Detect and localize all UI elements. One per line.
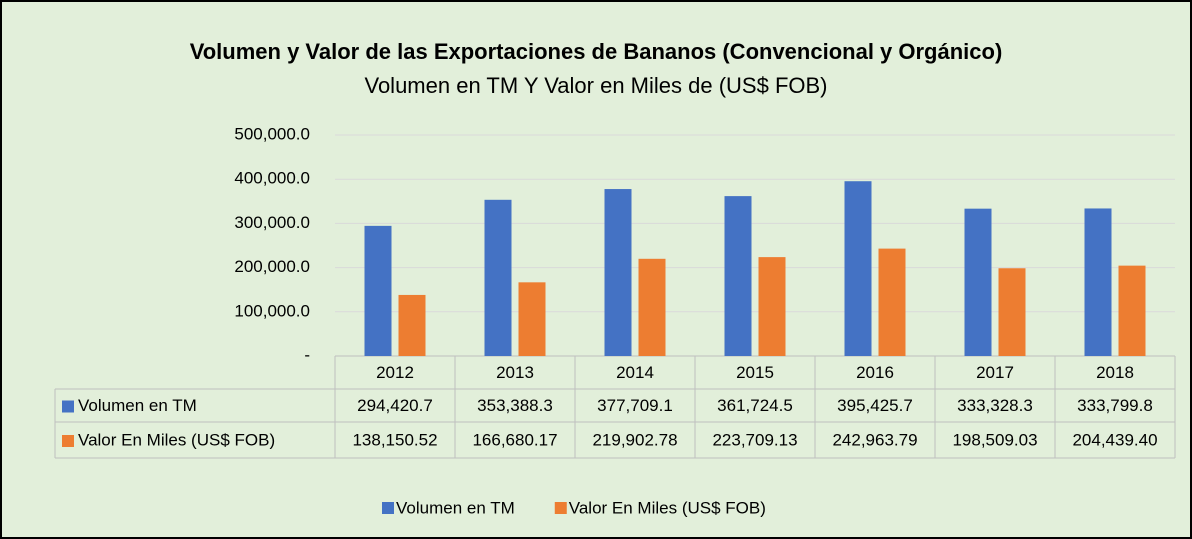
legend-key (62, 435, 74, 447)
y-tick-label: 100,000.0 (234, 301, 310, 320)
table-value: 198,509.03 (952, 430, 1037, 449)
bar (878, 248, 906, 356)
bar (484, 199, 512, 356)
table-value: 333,328.3 (957, 396, 1033, 415)
x-tick-label: 2012 (376, 363, 414, 382)
bar (964, 208, 992, 356)
table-row-label: Volumen en TM (78, 396, 197, 415)
table-value: 204,439.40 (1072, 430, 1157, 449)
legend-label: Volumen en TM (396, 498, 515, 517)
bar (364, 225, 392, 356)
table-value: 361,724.5 (717, 396, 793, 415)
bar (724, 196, 752, 356)
y-tick-label: - (304, 345, 310, 364)
table-value: 377,709.1 (597, 396, 673, 415)
x-tick-label: 2018 (1096, 363, 1134, 382)
y-tick-label: 300,000.0 (234, 213, 310, 232)
bar (398, 294, 426, 356)
legend-label: Valor En Miles (US$ FOB) (569, 498, 766, 517)
table-value: 138,150.52 (352, 430, 437, 449)
table-value: 294,420.7 (357, 396, 433, 415)
y-tick-label: 500,000.0 (234, 124, 310, 143)
table-value: 333,799.8 (1077, 396, 1153, 415)
bar (998, 268, 1026, 356)
table-row-label: Valor En Miles (US$ FOB) (78, 430, 275, 449)
table-value: 242,963.79 (832, 430, 917, 449)
bar (638, 258, 666, 356)
y-tick-label: 200,000.0 (234, 257, 310, 276)
legend-key (62, 400, 74, 413)
bar (604, 189, 632, 356)
x-tick-label: 2017 (976, 363, 1014, 382)
bar (844, 181, 872, 356)
chart-title: Volumen y Valor de las Exportaciones de … (190, 39, 1003, 64)
table-value: 219,902.78 (592, 430, 677, 449)
table-value: 395,425.7 (837, 396, 913, 415)
bar (518, 282, 546, 356)
table-value: 166,680.17 (472, 430, 557, 449)
legend-key (382, 502, 394, 514)
chart-subtitle: Volumen en TM Y Valor en Miles de (US$ F… (364, 73, 827, 98)
x-tick-label: 2016 (856, 363, 894, 382)
bar (758, 257, 786, 356)
bar (1084, 208, 1112, 356)
x-tick-label: 2015 (736, 363, 774, 382)
bar (1118, 265, 1146, 356)
legend-key (554, 502, 567, 514)
y-tick-label: 400,000.0 (234, 169, 310, 188)
x-tick-label: 2013 (496, 363, 534, 382)
table-value: 223,709.13 (712, 430, 797, 449)
table-value: 353,388.3 (477, 396, 553, 415)
x-tick-label: 2014 (616, 363, 654, 382)
